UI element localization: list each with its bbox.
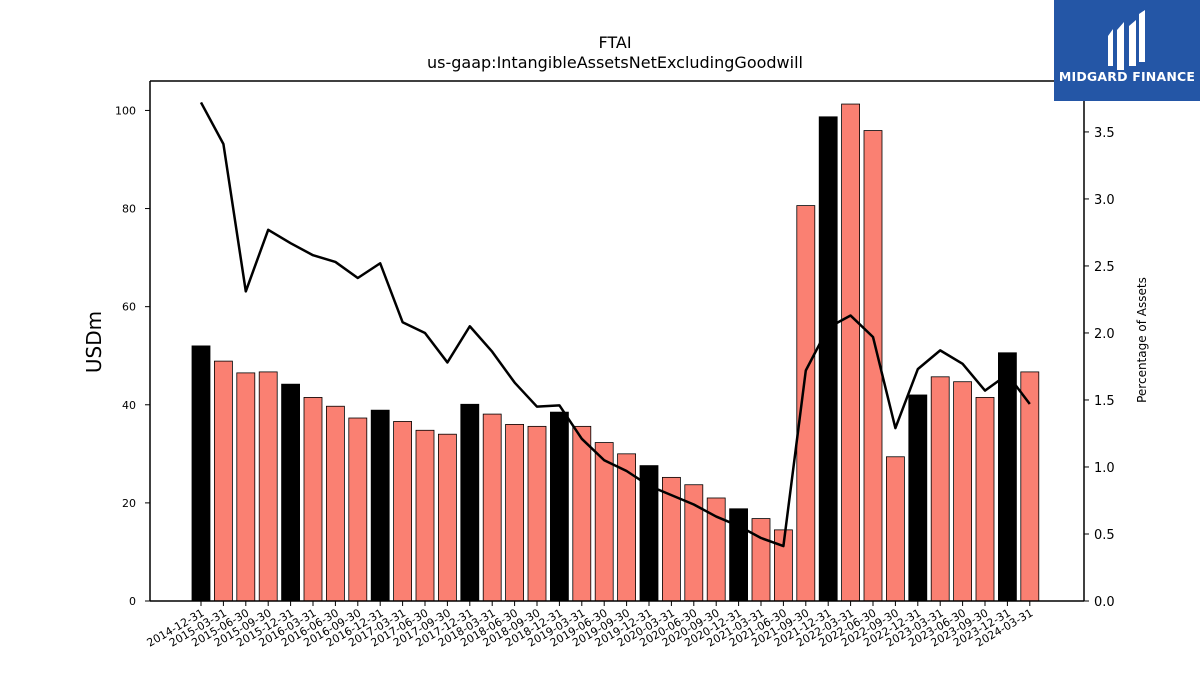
bars-group [191,103,1040,602]
bar-2019-03-31 [572,425,592,602]
bar-2024-03-31 [1020,371,1040,602]
bar-2015-06-30 [236,372,256,602]
y2-tick-label: 2.0 [1094,327,1115,342]
bar-2014-12-31 [191,345,211,602]
bar-2016-03-31 [303,397,323,602]
bar-2022-12-31 [908,394,928,602]
bar-2018-12-31 [550,411,569,602]
y2-tick-label: 0.5 [1094,528,1115,543]
bar-2018-03-31 [482,413,502,602]
bar-2017-03-31 [393,421,413,602]
bar-2023-06-30 [953,381,972,602]
y-tick-label: 60 [122,301,136,314]
logo-text: MIDGARD FINANCE [1058,69,1196,84]
y2-tick-label: 0.0 [1094,595,1115,610]
bar-2023-03-31 [930,376,950,602]
y2-tick-label: 3.0 [1094,193,1115,208]
bar-2022-03-31 [841,103,860,602]
y-tick-label: 100 [115,104,136,117]
y2-tick-label: 3.5 [1094,126,1115,141]
bar-2017-09-30 [437,433,457,602]
bar-2016-06-30 [325,405,345,602]
y-tick-label: 80 [122,203,136,216]
y-tick-label: 20 [122,497,136,510]
bar-2015-09-30 [258,371,278,602]
bar-2017-06-30 [415,429,435,602]
bar-2017-12-31 [460,403,480,602]
bar-2018-06-30 [505,423,525,602]
chart-title: FTAI [598,33,632,52]
logo-mark-icon [1108,10,1145,70]
percentage-line [199,101,1031,548]
bar-2019-06-30 [594,442,614,602]
brand-logo: MIDGARD FINANCE [1054,0,1200,101]
axes-group: 0 20 40 60 80 100 0.0 0.5 1.0 1.5 2.0 2.5 3.0 3.5 [115,80,1115,610]
bar-2015-12-31 [281,383,301,602]
bar-2021-03-31 [751,518,771,602]
chart-subtitle: us-gaap:IntangibleAssetsNetExcludingGood… [427,53,803,72]
y-tick-label: 40 [122,399,136,412]
y2-tick-label: 2.5 [1094,260,1115,275]
bar-2016-12-31 [370,409,390,602]
bar-2021-09-30 [796,205,816,602]
bar-2015-03-31 [213,360,233,602]
bar-2016-09-30 [348,417,368,602]
bar-2023-09-30 [975,397,995,602]
y2-tick-label: 1.0 [1094,461,1115,476]
line-group [199,101,1031,548]
y2-axis-label: Percentage of Assets [1135,277,1149,403]
y2-tick-label: 1.5 [1094,394,1115,409]
bar-2021-12-31 [818,116,838,602]
y-axis-label: USDm [82,310,106,374]
bar-2018-09-30 [527,425,547,602]
y-tick-label: 0 [129,595,136,608]
bar-2022-09-30 [886,456,905,602]
bar-2023-12-31 [998,352,1017,602]
x-tick-labels: 2014-12-312015-03-312015-06-302015-09-30… [145,606,1036,649]
